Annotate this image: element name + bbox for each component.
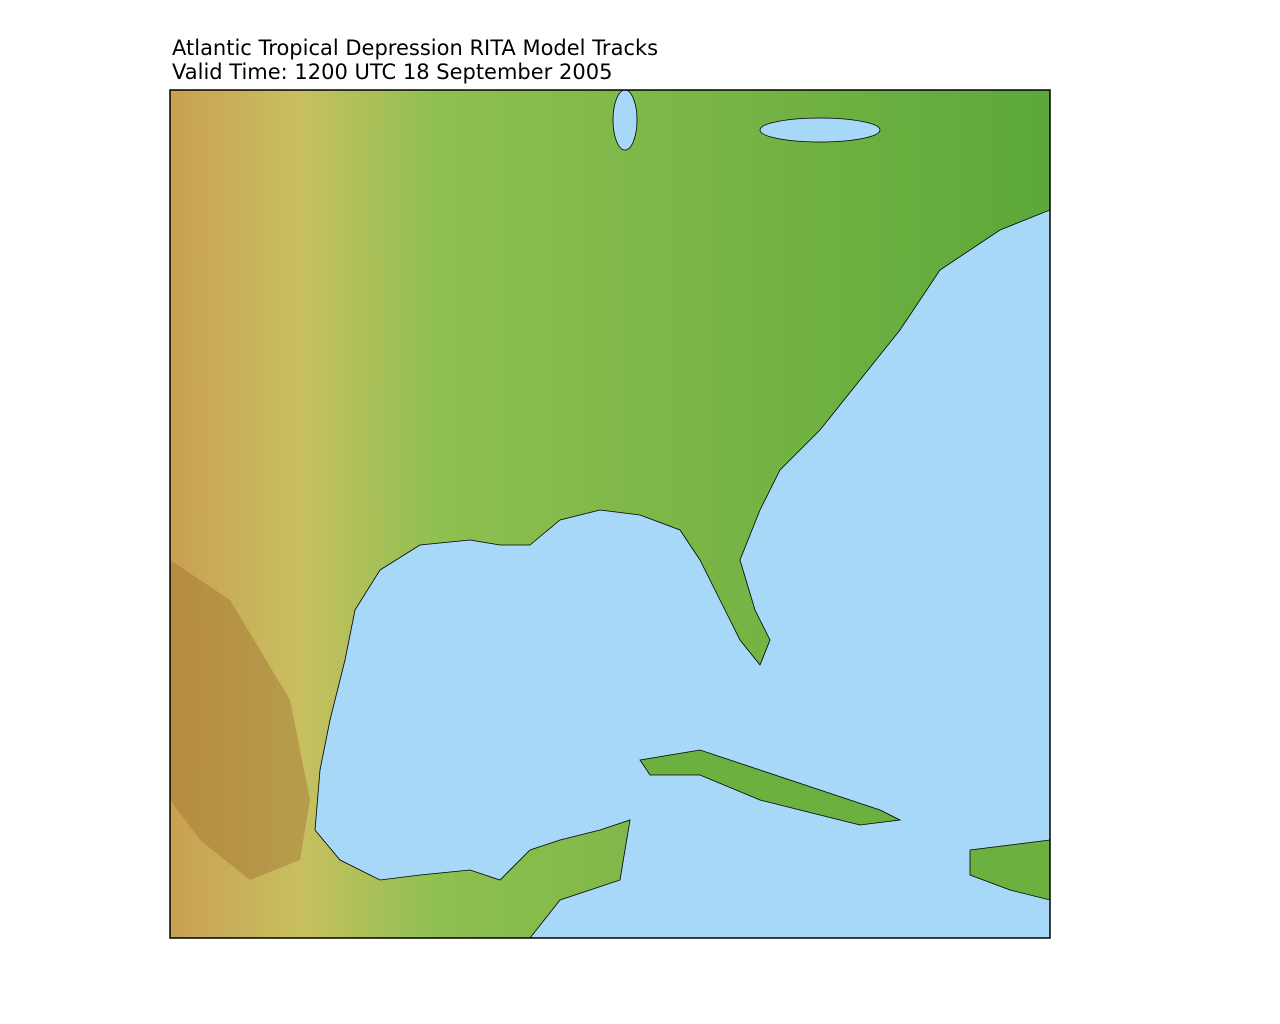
land xyxy=(170,90,1050,938)
map-area xyxy=(170,90,1050,938)
frame xyxy=(169,89,1051,939)
mexico-highlands xyxy=(170,560,310,880)
lake xyxy=(612,90,638,151)
hispaniola xyxy=(969,839,1050,901)
subtitle: Valid Time: 1200 UTC 18 September 2005 xyxy=(172,60,612,84)
lake xyxy=(759,117,881,143)
title: Atlantic Tropical Depression RITA Model … xyxy=(172,36,658,60)
cuba xyxy=(639,749,902,826)
